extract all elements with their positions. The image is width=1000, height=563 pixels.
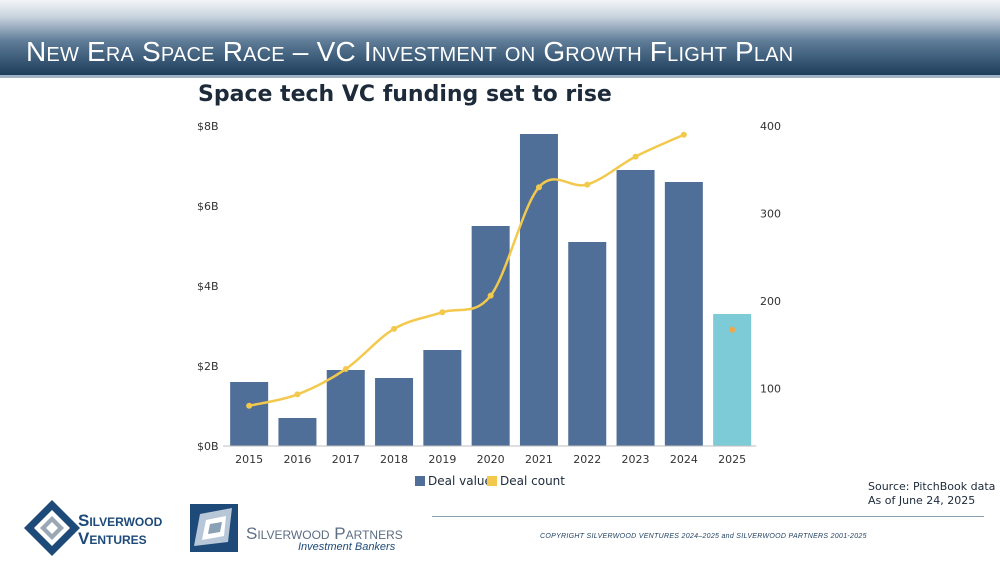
bar-deal-value: [568, 242, 607, 446]
deal-count-point: [391, 325, 398, 332]
deal-count-point: [487, 292, 494, 299]
y-right-tick-label: 300: [760, 207, 781, 220]
y-right-tick-label: 100: [760, 382, 781, 395]
source-note: Source: PitchBook data As of June 24, 20…: [868, 480, 995, 508]
deal-count-point: [535, 184, 542, 191]
x-tick-label: 2018: [380, 453, 408, 466]
header-rule: [0, 75, 1000, 78]
chart-title: Space tech VC funding set to rise: [198, 82, 612, 107]
copyright-text: COPYRIGHT SILVERWOOD VENTURES 2024–2025 …: [540, 533, 867, 540]
ventures-logo-line2: Ventures: [78, 529, 147, 548]
bar-deal-value: [375, 378, 414, 446]
header-band: [0, 0, 1000, 75]
bar-deal-value: [423, 350, 462, 446]
bar-deal-value: [713, 314, 752, 446]
y-left-tick-label: $0B: [197, 440, 219, 453]
legend-swatch-deal-value: [415, 476, 425, 486]
x-tick-label: 2024: [670, 453, 698, 466]
silverwood-ventures-logo: Silverwood Ventures: [22, 498, 182, 558]
x-tick-label: 2020: [477, 453, 505, 466]
bar-deal-value: [471, 226, 510, 446]
partners-logo-name: Silverwood Partners: [246, 524, 403, 543]
y-right-tick-label: 200: [760, 295, 781, 308]
deal-count-point: [246, 402, 253, 409]
diamond-logo-icon: [24, 500, 80, 556]
legend-swatch-deal-count: [487, 476, 497, 486]
deal-count-line: [248, 133, 685, 407]
x-tick-label: 2021: [525, 453, 553, 466]
bar-deal-value: [230, 382, 269, 446]
deal-count-point: [294, 391, 301, 398]
x-tick-label: 2019: [428, 453, 456, 466]
source-line: Source: PitchBook data: [868, 480, 996, 493]
x-tick-label: 2017: [332, 453, 360, 466]
legend-label-deal-value: Deal value: [428, 474, 492, 488]
y-left-tick-label: $6B: [197, 200, 219, 213]
deal-count-point: [680, 131, 687, 138]
bar-deal-value: [519, 134, 558, 446]
deal-count-point-2025: [729, 326, 736, 333]
bar-deal-value: [616, 170, 655, 446]
x-tick-label: 2016: [283, 453, 311, 466]
x-tick-label: 2025: [718, 453, 746, 466]
bar-deal-value: [664, 182, 703, 446]
legend-label-deal-count: Deal count: [500, 474, 565, 488]
as-of-line: As of June 24, 2025: [868, 494, 976, 507]
ventures-logo-line1: Silverwood: [78, 511, 163, 530]
square-logo-icon: [190, 504, 238, 552]
partners-logo-tagline: Investment Bankers: [298, 541, 396, 553]
bar-deal-value: [326, 370, 365, 446]
bar-deal-value: [278, 418, 317, 446]
footer-rule: [432, 516, 984, 517]
y-left-tick-label: $4B: [197, 280, 219, 293]
silverwood-partners-logo: Silverwood Partners Investment Bankers: [186, 500, 416, 560]
slide-title: New Era Space Race – VC Investment on Gr…: [26, 36, 794, 67]
x-tick-label: 2022: [573, 453, 601, 466]
deal-count-point: [342, 366, 349, 373]
x-tick-label: 2015: [235, 453, 263, 466]
y-right-tick-label: 400: [760, 120, 781, 133]
x-tick-label: 2023: [622, 453, 650, 466]
y-left-tick-label: $2B: [197, 360, 219, 373]
deal-count-point: [439, 309, 446, 316]
y-left-tick-label: $8B: [197, 120, 219, 133]
deal-count-point: [584, 181, 591, 188]
deal-count-point: [632, 153, 639, 160]
